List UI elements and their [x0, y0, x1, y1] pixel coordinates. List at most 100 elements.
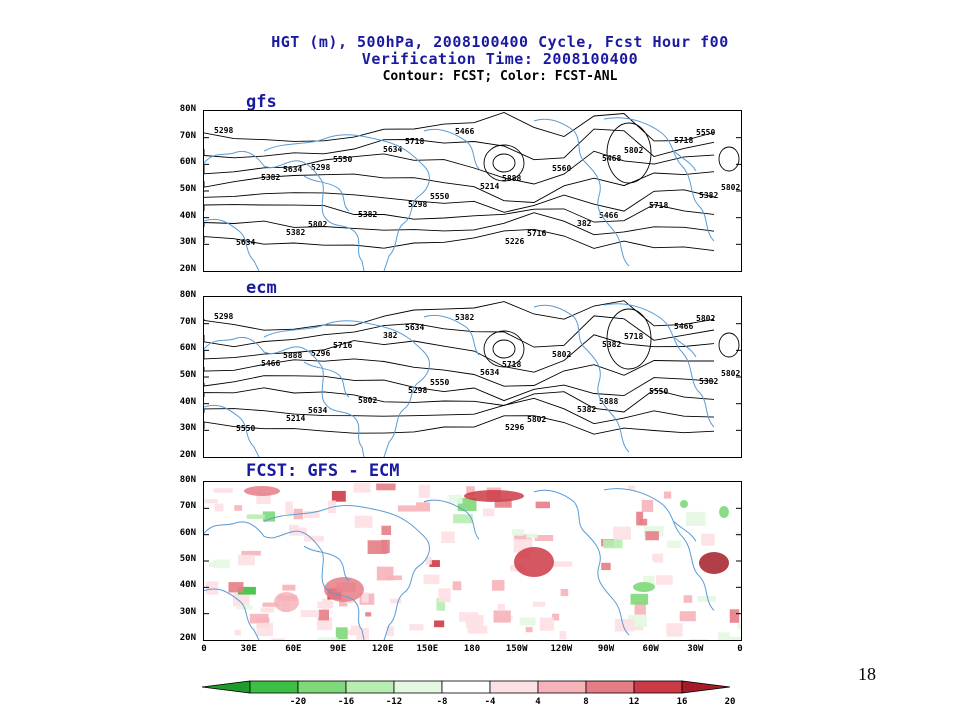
- contour-label: 5802: [721, 183, 740, 192]
- diff-cell: [514, 534, 532, 541]
- contour-label: 5718: [502, 360, 521, 369]
- lon-tick-label: 0: [201, 644, 207, 654]
- diff-cell: [409, 624, 424, 631]
- diff-cell: [666, 623, 683, 637]
- colorbar-segment: [393, 680, 443, 694]
- lat-tick-label: 80N: [179, 475, 196, 485]
- diff-cell: [238, 554, 255, 566]
- diff-cell: [271, 638, 285, 640]
- height-contour: [204, 415, 715, 435]
- contour-label: 5550: [333, 155, 352, 164]
- contour-label: 5802: [624, 146, 643, 155]
- diff-cell: [466, 486, 475, 496]
- colorbar-segment: [345, 680, 395, 694]
- diff-cell: [497, 604, 506, 610]
- diff-cell: [376, 483, 396, 491]
- contour-label: 5550: [696, 128, 715, 137]
- lat-tick-label: 60N: [179, 157, 196, 168]
- diff-cell: [335, 627, 348, 640]
- height-contour: [204, 300, 715, 331]
- panel-label-diff: FCST: GFS - ECM: [246, 461, 400, 481]
- lat-tick-label: 70N: [179, 316, 196, 327]
- diff-cell: [228, 582, 244, 593]
- diff-cell: [452, 581, 462, 591]
- contour-label: 5718: [624, 332, 643, 341]
- colorbar-tick-label: 12: [628, 697, 640, 707]
- diff-cell: [603, 539, 623, 549]
- contour-label: 5298: [214, 312, 233, 321]
- colorbar-tick-label: -12: [385, 697, 403, 707]
- title-line-1: HGT (m), 500hPa, 2008100400 Cycle, Fcst …: [271, 33, 729, 51]
- contour-label: 5634: [405, 323, 424, 332]
- diff-cell: [636, 511, 644, 526]
- contour-label: 5560: [552, 164, 571, 173]
- colorbar-segment: [585, 680, 635, 694]
- diff-cell: [701, 533, 715, 546]
- diff-cell: [318, 609, 329, 621]
- lat-tick-label: 50N: [179, 184, 196, 194]
- height-contour: [204, 315, 715, 348]
- contour-label: 5296: [311, 349, 330, 358]
- height-contour: [204, 334, 715, 373]
- diff-cell: [627, 485, 636, 490]
- diff-cell: [494, 499, 512, 508]
- diff-cell: [728, 636, 741, 640]
- contour-label: 5550: [649, 387, 668, 396]
- contour-label: 5634: [383, 145, 402, 154]
- contour-label: 5466: [674, 322, 693, 331]
- diff-cell: [511, 529, 525, 536]
- closed-contour: [492, 339, 516, 359]
- colorbar-tick-label: -16: [337, 697, 355, 707]
- contour-label: 5718: [405, 137, 424, 146]
- diff-cell: [385, 575, 402, 581]
- diff-cell: [519, 617, 536, 626]
- diff-cell: [441, 531, 455, 543]
- diff-cell: [685, 511, 706, 526]
- diff-cell: [386, 626, 394, 637]
- contour-label: 5802: [308, 220, 327, 229]
- contour-label: 5802: [552, 350, 571, 359]
- diff-cell: [697, 596, 717, 602]
- diff-negative-area: [719, 506, 729, 518]
- lon-tick-label: 180: [463, 644, 481, 654]
- diff-cell: [367, 540, 388, 554]
- diff-cell: [560, 588, 569, 597]
- colorbar-tick-label: 20: [724, 697, 736, 707]
- closed-contour: [718, 146, 740, 172]
- contour-label: 5550: [430, 192, 449, 201]
- diff-cell: [416, 502, 431, 512]
- panel-label-ecm: ecm: [246, 278, 277, 298]
- colorbar: [201, 680, 731, 694]
- diff-cell: [639, 518, 648, 526]
- height-contour: [204, 375, 715, 402]
- diff-cell: [213, 559, 230, 568]
- coastline: [204, 117, 715, 271]
- lon-tick-label: 90E: [329, 644, 347, 654]
- diff-cell: [361, 592, 369, 603]
- contour-label: 5382: [699, 377, 718, 386]
- contour-label: 5802: [721, 369, 740, 378]
- contour-label: 5226: [505, 237, 524, 246]
- contour-label: 5298: [408, 386, 427, 395]
- contour-label: 5718: [649, 201, 668, 210]
- lon-tick-label: 60E: [285, 644, 302, 654]
- diff-cell: [467, 625, 488, 634]
- lat-tick-label: 50N: [179, 554, 196, 564]
- height-contour: [204, 387, 715, 413]
- lon-tick-label: 150E: [416, 644, 439, 654]
- diff-cell: [262, 511, 276, 522]
- lon-tick-label: 90W: [597, 644, 615, 654]
- lon-tick-label: 60W: [642, 644, 659, 654]
- lat-tick-label: 60N: [179, 527, 196, 538]
- diff-cell: [697, 639, 708, 640]
- diff-cell: [438, 588, 451, 603]
- lat-tick-label: 80N: [179, 290, 196, 300]
- diff-cell: [559, 631, 567, 640]
- diff-cell: [204, 499, 218, 504]
- diff-cell: [300, 610, 320, 618]
- diff-cell: [317, 637, 338, 640]
- contour-label: 5634: [480, 368, 499, 377]
- slide-number: 18: [858, 664, 876, 684]
- colorbar-arrow-left: [201, 680, 251, 694]
- diff-positive-area: [514, 547, 554, 577]
